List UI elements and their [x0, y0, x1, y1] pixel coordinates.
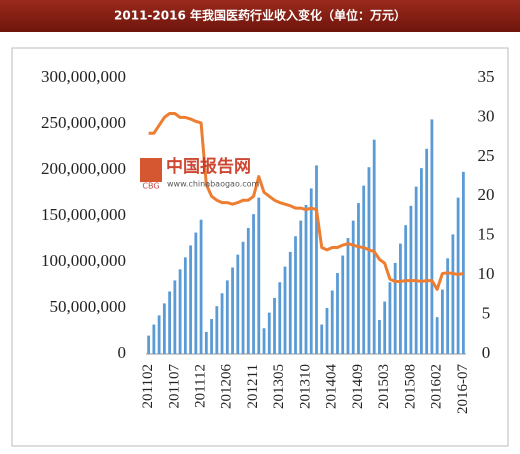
bar [273, 297, 276, 354]
bar [283, 266, 287, 354]
bar [294, 236, 297, 354]
bar [315, 165, 318, 354]
bar [330, 290, 334, 354]
bar [430, 119, 434, 355]
x-tick-label: 201211 [245, 364, 261, 408]
y-tick-label: 150,000,000 [41, 205, 126, 224]
y-tick-label: 200,000,000 [41, 159, 126, 178]
bar [194, 232, 198, 354]
line [148, 111, 464, 291]
bar [157, 315, 161, 354]
bar [399, 243, 402, 354]
y-tick-label: 250,000,000 [41, 113, 126, 132]
y2-tick-label: 0 [482, 343, 491, 362]
x-tick-label: 201102 [140, 364, 156, 408]
bar [388, 282, 392, 354]
bar [262, 328, 266, 354]
header-title: 2011-2016 年我国医药行业收入变化（单位：万元） [114, 8, 406, 23]
bar [414, 186, 418, 354]
bar [267, 312, 271, 354]
x-tick-label: 201112 [193, 364, 209, 408]
bar [461, 171, 465, 354]
x-tick-label: 201508 [402, 364, 418, 409]
y2-tick-label: 25 [478, 146, 495, 165]
bar [446, 258, 450, 354]
bar [257, 197, 261, 354]
bar [440, 289, 444, 354]
bar [372, 139, 376, 354]
y-tick-label: 50,000,000 [50, 297, 127, 316]
y2-tick-label: 10 [478, 264, 495, 283]
x-tick-label: 201107 [166, 364, 182, 409]
bar [215, 306, 219, 354]
logo-text: CBG [142, 182, 159, 191]
bar [241, 241, 245, 354]
bar [346, 238, 350, 354]
bar [252, 214, 255, 354]
bar [309, 188, 313, 354]
header-band [0, 0, 520, 32]
bar [168, 291, 172, 354]
x-tick-label: 201404 [324, 364, 340, 410]
bar [425, 148, 429, 354]
y-tick-label: 0 [118, 343, 127, 362]
bar [367, 167, 371, 354]
x-tick-label: 201602 [429, 364, 445, 409]
y2-tick-label: 5 [482, 303, 491, 322]
x-tick-label: 201206 [219, 364, 235, 410]
bar [162, 303, 166, 354]
bar [236, 254, 240, 354]
bar [189, 245, 192, 354]
bar [299, 220, 303, 354]
x-tick-label: 2016-07 [455, 364, 471, 414]
x-tick-label: 201305 [271, 364, 287, 409]
bar [383, 301, 387, 354]
bar [204, 331, 208, 354]
bar [325, 308, 329, 354]
watermark-name: 中国报告网 [166, 156, 251, 177]
bar [304, 204, 308, 354]
bar [320, 324, 324, 354]
bar [378, 319, 381, 354]
bar [231, 267, 234, 354]
bar [420, 168, 423, 354]
bar [357, 203, 360, 354]
y-tick-label: 100,000,000 [41, 251, 126, 270]
x-tick-label: 201409 [350, 364, 366, 409]
y2-tick-label: 30 [478, 106, 495, 125]
bar [220, 293, 224, 354]
bar [225, 280, 229, 354]
x-tick-label: 201310 [297, 364, 313, 409]
bar [451, 234, 455, 354]
bar [178, 269, 182, 354]
watermark: CBG 中国报告网 www.chinabaogao.com [140, 156, 260, 191]
bar [351, 220, 355, 354]
bar [152, 324, 156, 354]
bar [210, 319, 213, 354]
bar [393, 262, 397, 354]
logo-icon [140, 158, 162, 182]
bar [246, 227, 250, 354]
y2-tick-label: 15 [478, 225, 495, 244]
bar [362, 185, 366, 354]
bar [278, 282, 282, 354]
bar [199, 219, 203, 354]
bar [288, 251, 292, 354]
bar [183, 257, 187, 354]
watermark-url: www.chinabaogao.com [167, 180, 260, 189]
plot: 0 50,000,000 100,000,000 150,000,000 200,000… [41, 67, 495, 414]
y2-tick-label: 35 [478, 67, 495, 86]
bar [341, 255, 345, 354]
y2-tick-label: 20 [478, 185, 495, 204]
bar [404, 225, 408, 354]
bar [147, 335, 151, 354]
y-tick-label: 300,000,000 [41, 67, 126, 86]
bar [173, 280, 177, 354]
bar [336, 273, 339, 354]
x-tick-label: 201503 [376, 364, 392, 409]
bar [435, 317, 439, 354]
